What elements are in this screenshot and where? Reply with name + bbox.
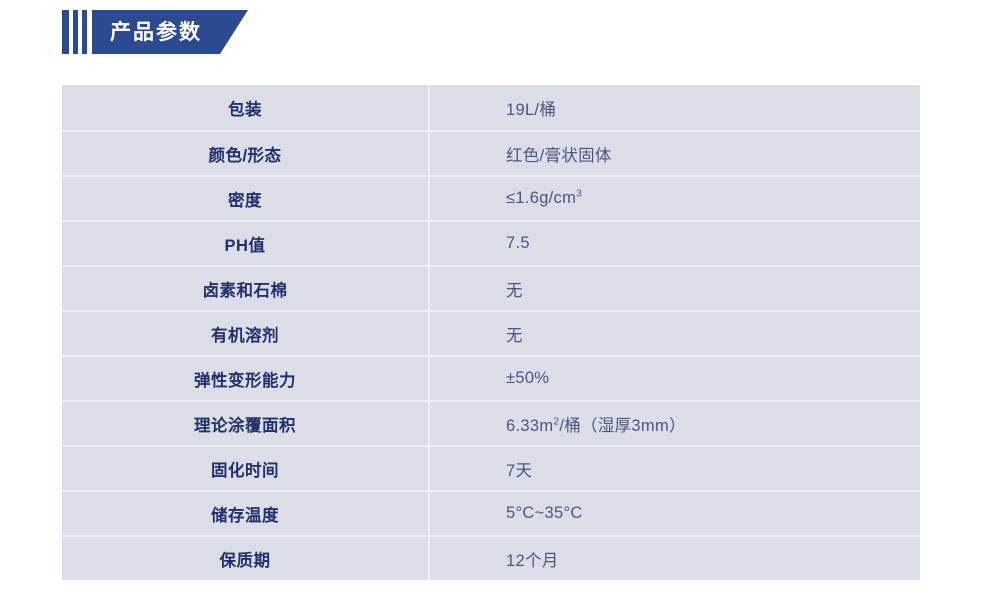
spec-label: 密度 xyxy=(228,191,262,210)
spec-label-cell: 密度 xyxy=(62,177,430,220)
page-title: 产品参数 xyxy=(110,20,202,44)
spec-value-main: 6.33m xyxy=(506,416,554,435)
spec-value-main: 7天 xyxy=(506,461,533,480)
spec-label: 卤素和石棉 xyxy=(202,281,288,300)
spec-label-cell: 颜色/形态 xyxy=(62,132,430,175)
table-row: 卤素和石棉 无 xyxy=(62,265,920,310)
spec-value: 5°C~35°C xyxy=(506,504,583,523)
spec-label: 颜色/形态 xyxy=(208,146,282,165)
spec-label-cell: 理论涂覆面积 xyxy=(62,402,430,445)
spec-value-cell: 12个月 xyxy=(430,537,920,580)
spec-label: 固化时间 xyxy=(211,461,279,480)
spec-value: ±50% xyxy=(506,369,549,388)
spec-value-cell: 7.5 xyxy=(430,222,920,265)
spec-value-cell: 无 xyxy=(430,267,920,310)
spec-value: 7天 xyxy=(506,457,532,481)
spec-value-main: 无 xyxy=(506,326,523,345)
spec-value-cell: 6.33m2/桶（湿厚3mm） xyxy=(430,402,920,445)
spec-table: 包装 19L/桶颜色/形态 红色/膏状固体密度 ≤1.6g/cm3 PH值 7.5 卤素和石… xyxy=(62,85,920,580)
spec-label-cell: 弹性变形能力 xyxy=(62,357,430,400)
spec-value-main: 5°C~35°C xyxy=(506,504,583,522)
spec-label-cell: 固化时间 xyxy=(62,447,430,490)
spec-value-main: 12个月 xyxy=(506,551,559,570)
spec-value-cell: 19L/桶 xyxy=(430,85,920,130)
table-row: 保质期 12个月 xyxy=(62,535,920,580)
table-row: 包装 19L/桶 xyxy=(62,85,920,130)
spec-value-main: ≤1.6g/cm xyxy=(506,189,577,207)
spec-label-cell: 储存温度 xyxy=(62,492,430,535)
spec-value-main: 红色/膏状固体 xyxy=(506,146,612,165)
banner-stripe-group xyxy=(62,10,87,54)
spec-value-cell: 红色/膏状固体 xyxy=(430,132,920,175)
spec-value: 红色/膏状固体 xyxy=(506,142,612,166)
spec-value: ≤1.6g/cm3 xyxy=(506,189,582,208)
spec-value: 无 xyxy=(506,322,523,346)
spec-value-main: 无 xyxy=(506,281,523,300)
spec-label: PH值 xyxy=(224,236,266,255)
table-row: PH值 7.5 xyxy=(62,220,920,265)
spec-value-tail: /桶（湿厚3mm） xyxy=(559,416,686,435)
table-row: 理论涂覆面积 6.33m2/桶（湿厚3mm） xyxy=(62,400,920,445)
table-row: 密度 ≤1.6g/cm3 xyxy=(62,175,920,220)
spec-label-cell: 卤素和石棉 xyxy=(62,267,430,310)
spec-label: 弹性变形能力 xyxy=(194,371,296,390)
spec-label: 储存温度 xyxy=(211,506,279,525)
spec-value-main: ±50% xyxy=(506,369,550,387)
spec-value-cell: 7天 xyxy=(430,447,920,490)
spec-value-main: 19L/桶 xyxy=(506,100,557,119)
spec-value: 无 xyxy=(506,277,523,301)
spec-label-cell: 保质期 xyxy=(62,537,430,580)
spec-value-cell: 5°C~35°C xyxy=(430,492,920,535)
spec-value: 6.33m2/桶（湿厚3mm） xyxy=(506,412,686,436)
spec-value-main: 7.5 xyxy=(506,234,530,252)
spec-value: 19L/桶 xyxy=(506,96,556,120)
spec-value-cell: ≤1.6g/cm3 xyxy=(430,177,920,220)
banner-stripe-icon-2 xyxy=(73,10,78,54)
spec-label: 包装 xyxy=(228,100,262,119)
spec-label: 保质期 xyxy=(219,551,271,570)
spec-value-cell: 无 xyxy=(430,312,920,355)
spec-label-cell: 包装 xyxy=(62,85,430,130)
table-row: 有机溶剂 无 xyxy=(62,310,920,355)
table-row: 储存温度 5°C~35°C xyxy=(62,490,920,535)
spec-value-superscript: 3 xyxy=(576,188,583,200)
spec-label-cell: 有机溶剂 xyxy=(62,312,430,355)
spec-value-cell: ±50% xyxy=(430,357,920,400)
table-row: 弹性变形能力 ±50% xyxy=(62,355,920,400)
banner-plate: 产品参数 xyxy=(92,10,248,54)
section-header-banner: 产品参数 xyxy=(62,10,248,54)
spec-value-superscript: 2 xyxy=(553,416,560,427)
table-row: 固化时间 7天 xyxy=(62,445,920,490)
banner-stripe-icon-1 xyxy=(62,10,69,54)
table-row: 颜色/形态 红色/膏状固体 xyxy=(62,130,920,175)
spec-label: 有机溶剂 xyxy=(211,326,279,345)
spec-label: 理论涂覆面积 xyxy=(194,416,296,435)
spec-value: 7.5 xyxy=(506,234,530,253)
spec-value: 12个月 xyxy=(506,547,559,571)
spec-label-cell: PH值 xyxy=(62,222,430,265)
banner-stripe-icon-3 xyxy=(82,10,87,54)
